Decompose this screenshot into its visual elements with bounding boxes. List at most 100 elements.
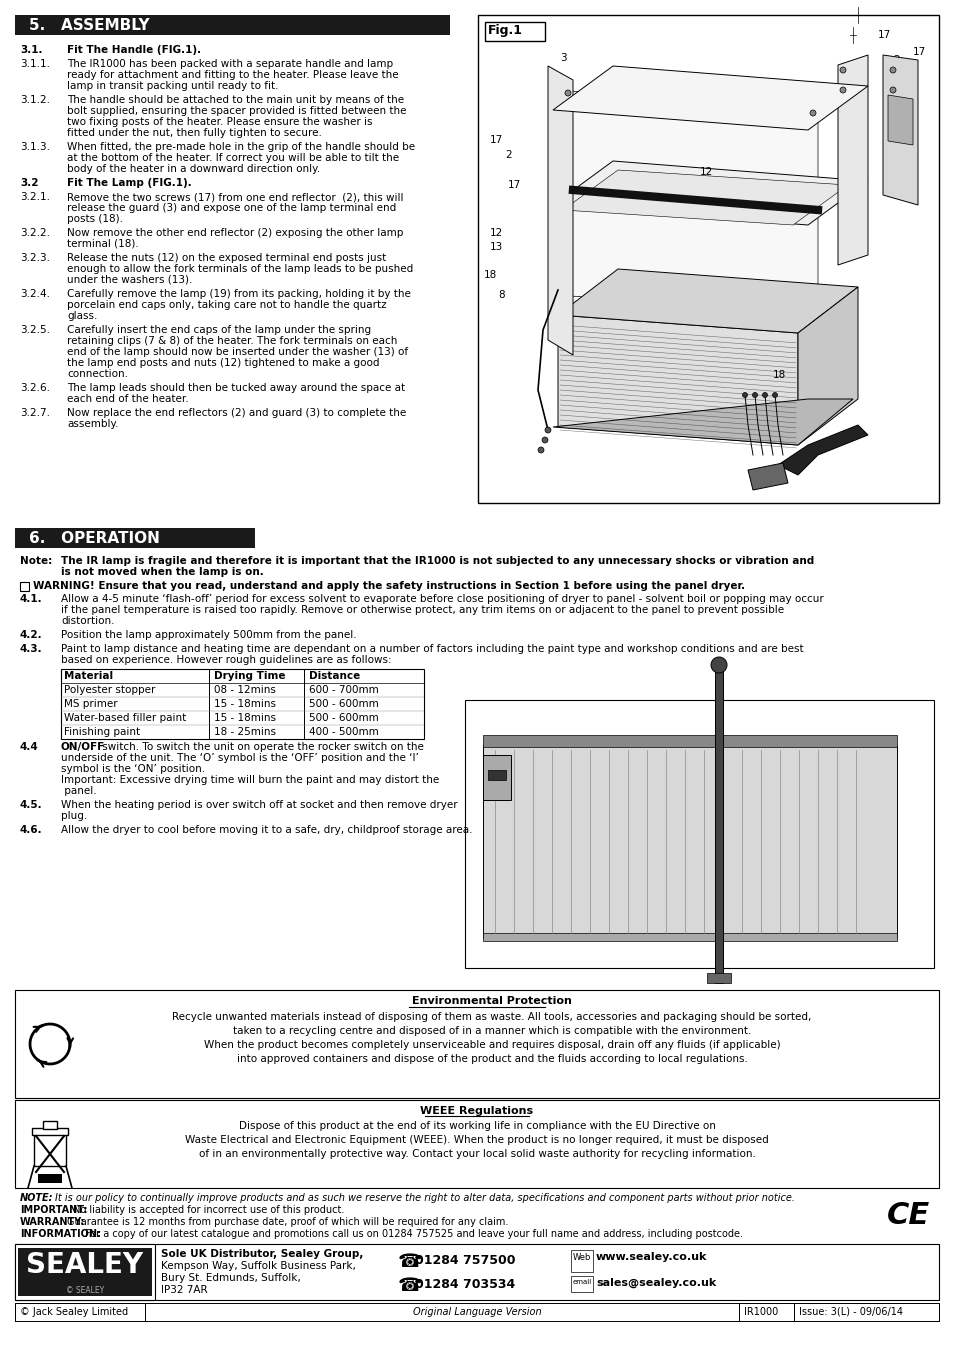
Bar bbox=[15, 990, 938, 1098]
Text: enough to allow the fork terminals of the lamp leads to be pushed: enough to allow the fork terminals of th… bbox=[67, 265, 413, 274]
Circle shape bbox=[752, 393, 757, 397]
Text: 8: 8 bbox=[497, 290, 504, 300]
Text: 12: 12 bbox=[490, 228, 503, 238]
Text: Fit The Handle (FIG.1).: Fit The Handle (FIG.1). bbox=[67, 45, 201, 55]
Text: Web: Web bbox=[573, 1253, 591, 1262]
Text: Bury St. Edmunds, Suffolk,: Bury St. Edmunds, Suffolk, bbox=[161, 1273, 300, 1282]
Bar bbox=[706, 973, 730, 983]
Bar bbox=[15, 1303, 938, 1322]
Text: 600 - 700mm: 600 - 700mm bbox=[309, 684, 378, 695]
Circle shape bbox=[537, 447, 543, 454]
Text: is not moved when the lamp is on.: is not moved when the lamp is on. bbox=[61, 567, 263, 576]
Text: taken to a recycling centre and disposed of in a manner which is compatible with: taken to a recycling centre and disposed… bbox=[233, 1026, 750, 1035]
Text: Now replace the end reflectors (2) and guard (3) to complete the: Now replace the end reflectors (2) and g… bbox=[67, 408, 406, 418]
Text: under the washers (13).: under the washers (13). bbox=[67, 275, 193, 285]
Text: Remove the two screws (17) from one end reflector  (2), this will: Remove the two screws (17) from one end … bbox=[67, 192, 403, 202]
Polygon shape bbox=[558, 90, 817, 315]
Text: 4.6.: 4.6. bbox=[20, 825, 43, 836]
Text: 17: 17 bbox=[877, 30, 890, 40]
Polygon shape bbox=[558, 269, 857, 333]
Text: It is our policy to continually improve products and as such we reserve the righ: It is our policy to continually improve … bbox=[55, 1193, 794, 1203]
Text: into approved containers and dispose of the product and the fluids according to : into approved containers and dispose of … bbox=[236, 1054, 746, 1064]
Text: 3.2: 3.2 bbox=[20, 178, 38, 188]
Text: 6.   OPERATION: 6. OPERATION bbox=[29, 531, 160, 545]
Text: assembly.: assembly. bbox=[67, 418, 118, 429]
Circle shape bbox=[710, 657, 726, 674]
Text: Now remove the other end reflector (2) exposing the other lamp: Now remove the other end reflector (2) e… bbox=[67, 228, 403, 238]
Text: 17: 17 bbox=[912, 47, 925, 57]
Bar bbox=[15, 1243, 938, 1300]
Bar bbox=[38, 1174, 62, 1183]
Text: 01284 703534: 01284 703534 bbox=[415, 1278, 515, 1291]
Bar bbox=[477, 15, 938, 504]
Bar bbox=[43, 1120, 57, 1129]
Text: Sole UK Distributor, Sealey Group,: Sole UK Distributor, Sealey Group, bbox=[161, 1249, 363, 1260]
Text: Allow the dryer to cool before moving it to a safe, dry, childproof storage area: Allow the dryer to cool before moving it… bbox=[61, 825, 472, 836]
Text: ☎: ☎ bbox=[397, 1276, 422, 1295]
Circle shape bbox=[840, 68, 845, 73]
Text: 4.2.: 4.2. bbox=[20, 630, 43, 640]
Circle shape bbox=[840, 86, 845, 93]
Text: ON/OFF: ON/OFF bbox=[61, 743, 105, 752]
Text: based on experience. However rough guidelines are as follows:: based on experience. However rough guide… bbox=[61, 655, 392, 666]
Text: 400 - 500mm: 400 - 500mm bbox=[309, 728, 378, 737]
Text: 500 - 600mm: 500 - 600mm bbox=[309, 699, 378, 709]
Bar bbox=[15, 1243, 154, 1300]
Text: 3.1.3.: 3.1.3. bbox=[20, 142, 50, 153]
Text: panel.: panel. bbox=[61, 786, 96, 796]
Text: 17: 17 bbox=[507, 180, 520, 190]
Text: SEALEY: SEALEY bbox=[27, 1251, 143, 1278]
Text: 2: 2 bbox=[504, 150, 511, 161]
Text: 3.2.7.: 3.2.7. bbox=[20, 408, 50, 418]
Text: MS primer: MS primer bbox=[64, 699, 117, 709]
Text: ☎: ☎ bbox=[397, 1251, 422, 1270]
Text: 3.2.3.: 3.2.3. bbox=[20, 252, 50, 263]
Bar bbox=[482, 933, 896, 941]
Text: 3.2.5.: 3.2.5. bbox=[20, 325, 50, 335]
Text: IP32 7AR: IP32 7AR bbox=[161, 1285, 208, 1295]
Text: The IR lamp is fragile and therefore it is important that the IR1000 is not subj: The IR lamp is fragile and therefore it … bbox=[61, 556, 814, 566]
Text: 01284 757500: 01284 757500 bbox=[415, 1254, 515, 1268]
Text: 18: 18 bbox=[483, 270, 497, 279]
Bar bbox=[15, 1100, 938, 1188]
Bar bbox=[15, 1303, 145, 1322]
Text: Drying Time: Drying Time bbox=[213, 671, 285, 680]
Text: Polyester stopper: Polyester stopper bbox=[64, 684, 155, 695]
Text: Fig.1: Fig.1 bbox=[488, 24, 522, 36]
Text: each end of the heater.: each end of the heater. bbox=[67, 394, 189, 404]
Text: 3.1.2.: 3.1.2. bbox=[20, 95, 50, 105]
Text: two fixing posts of the heater. Please ensure the washer is: two fixing posts of the heater. Please e… bbox=[67, 117, 372, 127]
Text: 500 - 600mm: 500 - 600mm bbox=[309, 713, 378, 724]
Text: NOTE:: NOTE: bbox=[20, 1193, 53, 1203]
Text: of in an environmentally protective way. Contact your local solid waste authorit: of in an environmentally protective way.… bbox=[198, 1149, 755, 1160]
Circle shape bbox=[544, 427, 551, 433]
Text: Guarantee is 12 months from purchase date, proof of which will be required for a: Guarantee is 12 months from purchase dat… bbox=[67, 1216, 508, 1227]
Text: lamp in transit packing until ready to fit.: lamp in transit packing until ready to f… bbox=[67, 81, 278, 90]
Bar bbox=[571, 1276, 593, 1292]
Bar bbox=[482, 745, 896, 938]
Text: posts (18).: posts (18). bbox=[67, 215, 123, 224]
Text: Carefully remove the lamp (19) from its packing, holding it by the: Carefully remove the lamp (19) from its … bbox=[67, 289, 411, 298]
Text: www.sealey.co.uk: www.sealey.co.uk bbox=[596, 1251, 706, 1262]
Text: 18: 18 bbox=[772, 370, 785, 379]
Circle shape bbox=[772, 393, 777, 397]
Bar bbox=[34, 1134, 66, 1166]
Text: © SEALEY: © SEALEY bbox=[66, 1287, 104, 1295]
Text: the lamp end posts and nuts (12) tightened to make a good: the lamp end posts and nuts (12) tighten… bbox=[67, 358, 379, 369]
Text: 4.5.: 4.5. bbox=[20, 801, 43, 810]
Polygon shape bbox=[553, 66, 867, 130]
Bar bbox=[464, 701, 933, 968]
Text: Fit The Lamp (FIG.1).: Fit The Lamp (FIG.1). bbox=[67, 178, 192, 188]
Circle shape bbox=[541, 437, 547, 443]
Text: if the panel temperature is raised too rapidly. Remove or otherwise protect, any: if the panel temperature is raised too r… bbox=[61, 605, 783, 616]
Text: Dispose of this product at the end of its working life in compliance with the EU: Dispose of this product at the end of it… bbox=[238, 1120, 715, 1131]
Bar bbox=[484, 22, 544, 40]
Text: switch. To switch the unit on operate the rocker switch on the: switch. To switch the unit on operate th… bbox=[99, 743, 423, 752]
Text: 15 - 18mins: 15 - 18mins bbox=[213, 699, 275, 709]
Text: 4.4: 4.4 bbox=[20, 743, 39, 752]
Text: 2: 2 bbox=[892, 55, 899, 65]
Polygon shape bbox=[547, 66, 573, 355]
Polygon shape bbox=[558, 315, 797, 446]
Text: porcelain end caps only, taking care not to handle the quartz: porcelain end caps only, taking care not… bbox=[67, 300, 386, 310]
Text: 18 - 25mins: 18 - 25mins bbox=[213, 728, 275, 737]
